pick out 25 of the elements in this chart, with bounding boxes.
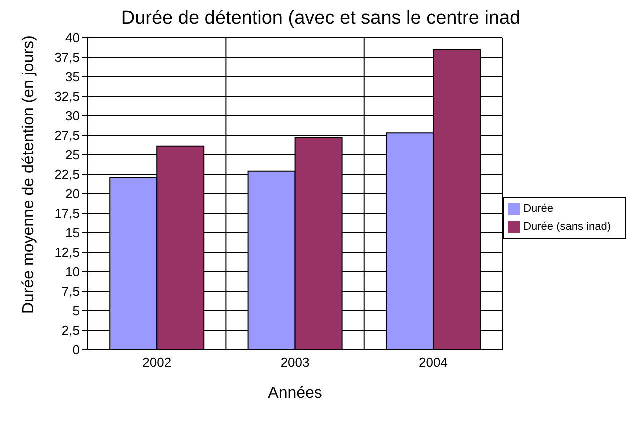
- y-tick-label: 10: [66, 264, 80, 280]
- legend-label: Durée: [524, 203, 554, 215]
- y-tick-label: 7,5: [62, 284, 80, 300]
- y-tick-label: 0: [72, 342, 80, 358]
- x-axis-title: Années: [268, 385, 322, 402]
- y-tick-label: 25: [66, 148, 80, 163]
- y-tick-label: 12,5: [54, 245, 80, 260]
- x-tick-label: 2002: [142, 355, 172, 370]
- y-tick-label: 35: [66, 70, 80, 85]
- y-tick-label: 15: [66, 226, 80, 241]
- legend-label: Durée (sans inad): [524, 221, 611, 233]
- y-axis-title: Durée moyenne de détention (en jours): [20, 36, 38, 314]
- chart-title: Durée de détention (avec et sans le centre inad: [120, 8, 522, 30]
- y-tick-label: 22,5: [54, 167, 80, 182]
- y-tick-label: 20: [66, 186, 80, 202]
- y-tick-label: 30: [66, 108, 80, 124]
- y-tick-label: 37,5: [54, 50, 80, 66]
- y-tick-label: 32,5: [54, 89, 80, 104]
- x-tick-label: 2003: [280, 355, 310, 370]
- y-tick-label: 17,5: [54, 206, 80, 222]
- y-tick-label: 2,5: [62, 323, 80, 338]
- y-tick-label: 5: [72, 304, 80, 319]
- y-tick-label: 40: [66, 30, 80, 46]
- x-tick-label: 2004: [419, 355, 448, 370]
- y-tick-label: 27,5: [54, 128, 80, 144]
